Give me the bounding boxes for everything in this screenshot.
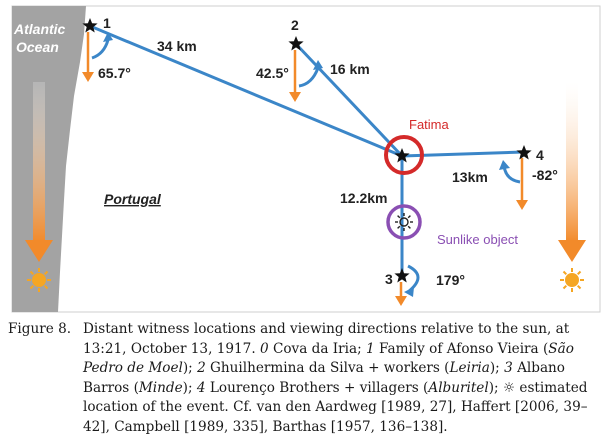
distance-label-2: 16 km: [330, 61, 370, 77]
star-icon-2: [288, 36, 304, 51]
sun-direction-arrows: [82, 32, 528, 306]
line-2-to-0: [294, 42, 404, 158]
caption-segment: Cova da Iria;: [268, 340, 366, 357]
caption-segment: Ghuilhermina da Silva + workers (: [205, 360, 450, 377]
angle-label-2: 42.5°: [256, 65, 289, 81]
caption-segment: São Pedro de Moel: [83, 340, 574, 377]
line-1-to-0: [89, 24, 403, 158]
down-arrow-icon-right: [558, 82, 586, 262]
caption-segment: 2: [197, 360, 206, 377]
star-icon-0: [394, 148, 410, 163]
caption-segment: 0: [259, 340, 269, 357]
caption-label: Figure 8.: [8, 321, 72, 337]
atlantic-ocean-area: [12, 6, 86, 312]
caption-segment: 3: [504, 360, 513, 377]
caption-segment: 4: [196, 379, 206, 396]
location-label-2: 2: [291, 17, 299, 33]
sunlike-object-label: Sunlike object: [437, 232, 518, 247]
star-icon-1: [82, 18, 98, 33]
diagram-frame: [11, 5, 601, 313]
caption-text: Distant witness locations and viewing di…: [83, 320, 606, 438]
fatima-ring: [384, 135, 424, 175]
distance-label-1: 34 km: [157, 38, 197, 54]
sight-lines: [89, 24, 525, 276]
sunlike-object-ring: [386, 204, 422, 240]
angle-label-3: 179°: [436, 272, 465, 288]
caption-segment: );: [182, 360, 198, 377]
caption-segment: Distant witness locations and viewing di…: [83, 321, 570, 357]
star-icon-3: [394, 268, 410, 283]
caption-segment: ); ☼ estimated location of the event. Cf…: [83, 379, 588, 435]
sunlike-object-icon: [395, 213, 413, 231]
caption-segment: Leiria: [449, 360, 490, 377]
ocean-label-line2: Ocean: [16, 39, 59, 55]
sun-icon-right: [560, 268, 584, 292]
distance-label-3: 12.2km: [340, 190, 387, 206]
location-label-1: 1: [103, 15, 111, 31]
ocean-label-line1: Atlantic: [13, 21, 66, 37]
location-label-3: 3: [385, 271, 393, 287]
caption-segment: );: [182, 379, 197, 396]
caption-segment: Minde: [138, 379, 183, 396]
country-label: Portugal: [104, 191, 162, 207]
star-icon-4: [516, 145, 532, 160]
caption-segment: Family of Afonso Vieira (: [374, 340, 549, 357]
location-diagram: Atlantic Ocean: [11, 5, 601, 313]
caption-segment: );: [489, 360, 505, 377]
down-arrow-icon-left: [25, 82, 53, 262]
caption-segment: Albano Barros (: [83, 360, 565, 396]
caption-segment: 1: [366, 340, 375, 357]
fatima-label: Fatima: [409, 117, 450, 132]
angle-arc-heads: [103, 32, 510, 297]
caption-segment: Alburitel: [428, 379, 489, 396]
caption-segment: Lourenço Brothers + villagers (: [205, 379, 429, 396]
sun-icon-left: [27, 268, 51, 292]
angle-label-4: -82°: [532, 167, 558, 183]
location-label-4: 4: [536, 147, 544, 163]
figure-caption: Figure 8. Distant witness locations and …: [8, 320, 606, 438]
angle-label-1: 65.7°: [98, 65, 131, 81]
distance-label-4: 13km: [452, 169, 488, 185]
